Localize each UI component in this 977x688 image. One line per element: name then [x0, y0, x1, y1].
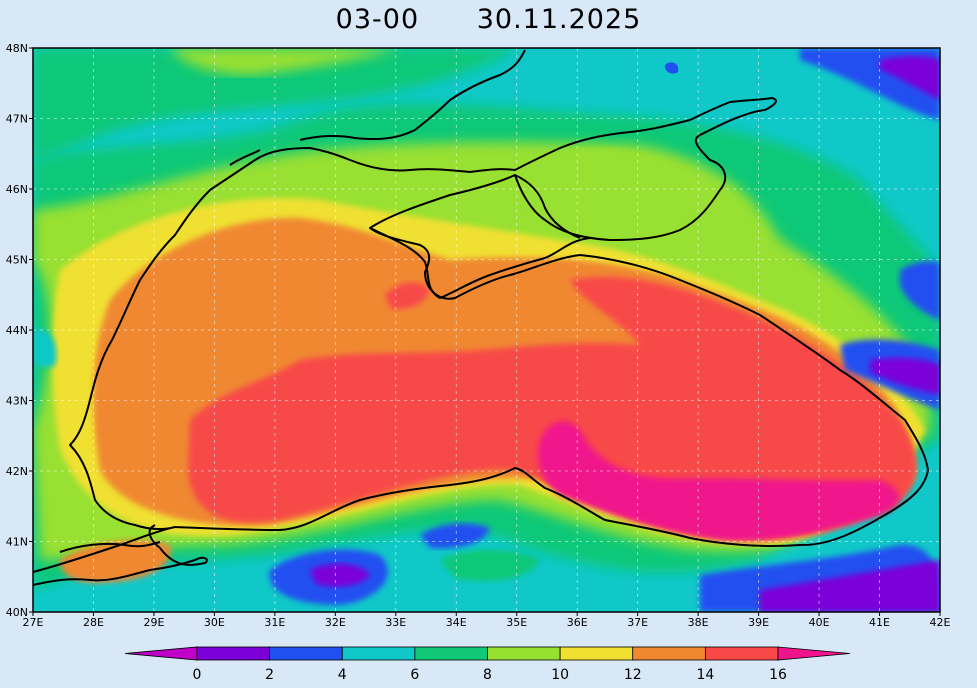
colorbar-label: 6 — [410, 667, 419, 683]
lon-tick-label: 31E — [264, 616, 285, 629]
green-north — [33, 48, 520, 160]
graticule — [33, 48, 940, 612]
colorbar-label: 8 — [483, 667, 492, 683]
river-mouth — [229, 149, 261, 166]
red-patch — [385, 282, 430, 310]
colorbar-under-arrow — [124, 646, 198, 661]
lon-tick-label: 34E — [446, 616, 467, 629]
cold-northeast — [900, 261, 940, 320]
lon-tick-label: 30E — [204, 616, 225, 629]
coastline — [32, 49, 929, 586]
colorbar-segment — [704, 646, 779, 661]
colorbar-segment — [487, 646, 561, 661]
marmara-coast — [59, 541, 161, 553]
lon-tick-label: 40E — [809, 616, 830, 629]
colorbar-segment — [196, 646, 271, 661]
violet-north-corner — [880, 56, 940, 100]
date-label: 30.11.2025 — [476, 4, 642, 35]
lon-tick-label: 37E — [627, 616, 648, 629]
field-over-18 — [538, 421, 899, 541]
cold-spot-south-2 — [420, 523, 490, 549]
lat-tick-label: 45N — [6, 254, 28, 267]
colorbar-label: 16 — [769, 667, 787, 683]
lon-tick-label: 42E — [930, 616, 951, 629]
lightgreen-north — [170, 48, 400, 75]
lon-tick-label: 39E — [748, 616, 769, 629]
colorbar-label: 0 — [193, 667, 202, 683]
cyan-west — [33, 329, 57, 368]
colorbar-label: 2 — [265, 667, 274, 683]
colorbar-over-arrow — [777, 646, 851, 661]
kerch-coast — [514, 174, 581, 239]
lon-tick-label: 38E — [688, 616, 709, 629]
colorbar-label: 4 — [338, 667, 347, 683]
lat-tick-label: 43N — [6, 395, 28, 408]
lon-tick-label: 33E — [385, 616, 406, 629]
lat-tick-label: 41N — [6, 536, 28, 549]
lon-tick-label: 41E — [869, 616, 890, 629]
lat-tick-label: 46N — [6, 183, 28, 196]
colorbar-label: 10 — [551, 667, 569, 683]
time-label: 03-00 — [335, 4, 420, 35]
colorbar-segment — [269, 646, 343, 661]
colorbar-label: 14 — [696, 667, 714, 683]
colorbar-segment — [559, 646, 634, 661]
latitude-axis: 48N 47N 46N 45N 44N 43N 42N 41N 40N — [6, 42, 33, 619]
black-sea-coast — [32, 97, 929, 573]
lat-tick-label: 42N — [6, 465, 28, 478]
lon-tick-label: 32E — [325, 616, 346, 629]
colorbar: 0 2 4 6 8 10 12 14 16 — [124, 646, 851, 683]
lon-tick-label: 27E — [23, 616, 44, 629]
crimea-coast — [369, 227, 591, 299]
colorbar-label: 12 — [624, 667, 642, 683]
violet-south — [310, 563, 370, 587]
lon-tick-label: 35E — [506, 616, 527, 629]
lat-tick-label: 40N — [6, 606, 28, 619]
colorbar-segment — [414, 646, 488, 661]
lat-tick-label: 47N — [6, 113, 28, 126]
lon-tick-label: 29E — [143, 616, 164, 629]
lon-tick-label: 28E — [83, 616, 104, 629]
longitude-axis: 27E 28E 29E 30E 31E 32E 33E 34E 35E 36E 37E 38E 39E 4… — [23, 612, 951, 629]
green-south — [440, 549, 540, 581]
temperature-field — [33, 48, 940, 612]
cold-dot — [664, 62, 679, 74]
colorbar-segment — [632, 646, 706, 661]
violet-southeast — [760, 560, 940, 612]
field-16-18 — [188, 276, 917, 539]
colorbar-segment — [341, 646, 416, 661]
dnieper-coast — [299, 49, 526, 141]
azov-field — [520, 148, 693, 240]
violet-east — [870, 357, 940, 395]
bosphorus-coast — [32, 524, 208, 586]
map-title: 03-00 30.11.2025 — [0, 4, 977, 35]
lat-tick-label: 44N — [6, 324, 28, 337]
lon-tick-label: 36E — [567, 616, 588, 629]
lat-tick-label: 48N — [6, 42, 28, 55]
